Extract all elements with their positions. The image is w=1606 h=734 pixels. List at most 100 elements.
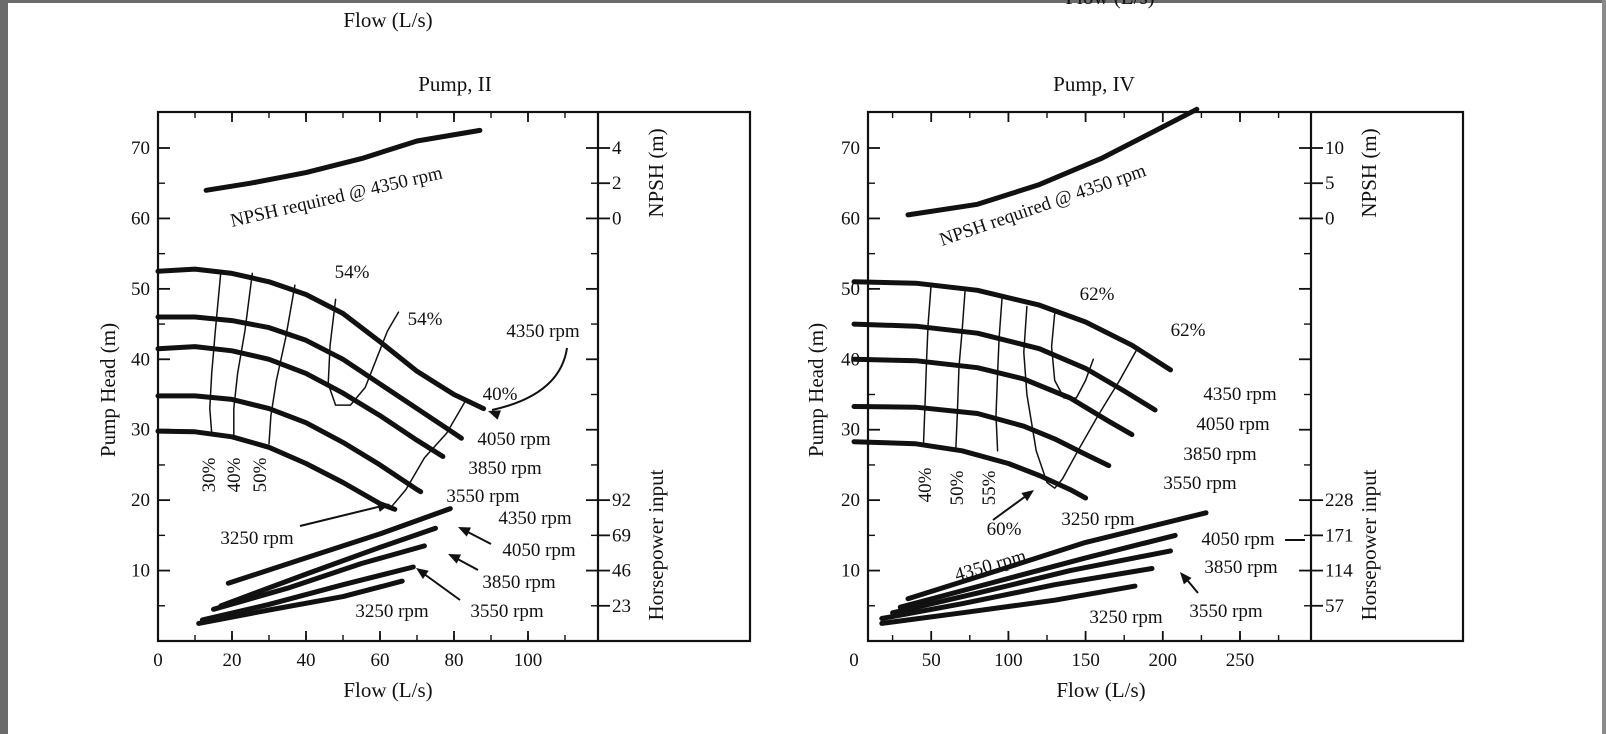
efficiency-line-55pct [995,295,1003,452]
chart-pump-ii: Pump, II Flow (L/s) Pump Head (m) NPSH (… [96,72,752,702]
y-tick-label: 70 [841,138,860,159]
npsh-tick-label: 4 [612,138,622,159]
annotation-power-3850: 3850 rpm [482,572,556,593]
annotation-eff-62-b: 62% [1171,320,1206,341]
annotation-power-4050: 4050 rpm [1201,529,1275,550]
head-curve-4050-rpm [851,321,1158,413]
arrowhead-icon [458,527,471,537]
power-curve-4050-rpm [897,532,1178,610]
annotation-eff-62-a: 62% [1080,284,1115,305]
efficiency-line-60pct [1023,305,1139,489]
efficiency-line-40pct [922,283,932,445]
arrowhead-icon [377,502,390,512]
npsh-required-curve [203,127,483,193]
annotation-eff-40: 40% [915,467,936,502]
x-tick-label: 0 [849,650,859,671]
y-tick-label: 70 [131,138,150,159]
head-curve-3550-rpm [851,404,1112,469]
annotation-eff-40-right: 40% [483,384,518,405]
power-curve-3550-rpm [879,566,1155,621]
horsepower-tick-label: 114 [1325,561,1353,582]
y-tick-label: 30 [131,420,150,441]
arrowhead-icon [488,410,501,420]
chart-title: Pump, IV [1053,72,1135,96]
annotation-power-3250: 3250 rpm [355,601,429,622]
annotation-head-3250: 3250 rpm [220,528,294,549]
y-tick-label: 60 [841,208,860,229]
x-axis-label: Flow (L/s) [343,678,432,702]
top-frame-edge [0,0,1606,3]
annotation-head-3250: 3250 rpm [1061,509,1135,530]
y-tick-label: 50 [131,279,150,300]
efficiency-line-54pct [327,298,400,406]
y-tick-label: 20 [131,490,150,511]
x-tick-label: 40 [297,650,316,671]
npsh-axis-label: NPSH (m) [644,128,668,217]
arrowhead-icon [1180,572,1192,585]
efficiency-line-50pct [268,284,296,445]
annotation-eff-54-a: 54% [335,262,370,283]
annotation-head-4350: 4350 rpm [1203,384,1277,405]
power-curve-4050-rpm [218,525,438,609]
top-caption-right: Flow (L/s) [1065,0,1154,9]
annotation-power-3850: 3850 rpm [1204,557,1278,578]
power-curve-3250-rpm [196,578,405,626]
y-axis-label: Pump Head (m) [804,323,828,457]
x-tick-label: 250 [1226,650,1255,671]
x-axis-label: Flow (L/s) [1056,678,1145,702]
y-axis-label: Pump Head (m) [96,323,120,457]
annotation-power-4050: 4050 rpm [502,540,576,561]
power-curve-3550-rpm [199,564,416,623]
horsepower-axis-label: Horsepower input [1357,469,1381,620]
y-tick-label: 40 [841,349,860,370]
x-tick-label: 50 [922,650,941,671]
annotation-power-4350: 4350 rpm [498,508,572,529]
head-curve-4350-rpm [851,279,1173,373]
x-tick-label: 100 [514,650,543,671]
horsepower-tick-label: 228 [1325,490,1354,511]
top-caption-left: Flow (L/s) [343,8,432,32]
left-frame-edge [0,0,8,734]
head-curve-3550-rpm [155,393,424,495]
annotation-head-4350: 4350 rpm [506,321,580,342]
y-tick-label: 40 [131,349,150,370]
efficiency-line-30pct [209,270,222,434]
efficiency-line-62pct [1050,312,1095,399]
y-tick-label: 20 [841,490,860,511]
head-curve-3250-rpm [851,439,1089,501]
head-curve-3850-rpm [155,344,446,459]
npsh-tick-label: 5 [1325,173,1335,194]
arrow-4350-rpm [491,347,568,411]
annotation-eff-40: 40% [224,457,245,492]
horsepower-tick-label: 69 [612,525,631,546]
npsh-tick-label: 10 [1325,138,1344,159]
npsh-tick-label: 0 [1325,208,1335,229]
x-tick-label: 150 [1071,650,1100,671]
horsepower-tick-label: 23 [612,596,631,617]
y-tick-label: 10 [131,561,150,582]
arrow-60-pct [992,492,1031,521]
npsh-tick-label: 0 [612,208,622,229]
power-curve-3850-rpm [211,543,427,612]
annotation-head-3850: 3850 rpm [468,458,542,479]
horsepower-tick-label: 57 [1325,596,1344,617]
power-curve-4350-rpm [225,506,453,586]
head-curve-4050-rpm [155,314,464,441]
efficiency-line-40pct [233,272,254,437]
x-tick-label: 100 [994,650,1023,671]
head-curve-4350-rpm [155,266,487,412]
annotation-head-3550: 3550 rpm [446,486,520,507]
x-tick-label: 200 [1149,650,1178,671]
head-curve-3850-rpm [851,356,1135,438]
efficiency-line-40pct [390,400,466,508]
annotation-eff-50: 50% [947,470,968,505]
horsepower-tick-label: 92 [612,490,631,511]
y-tick-label: 60 [131,208,150,229]
horsepower-tick-label: 171 [1325,525,1354,546]
horsepower-tick-label: 46 [612,561,631,582]
x-tick-label: 20 [223,650,242,671]
y-tick-label: 30 [841,420,860,441]
power-curve-3850-rpm [890,548,1173,616]
